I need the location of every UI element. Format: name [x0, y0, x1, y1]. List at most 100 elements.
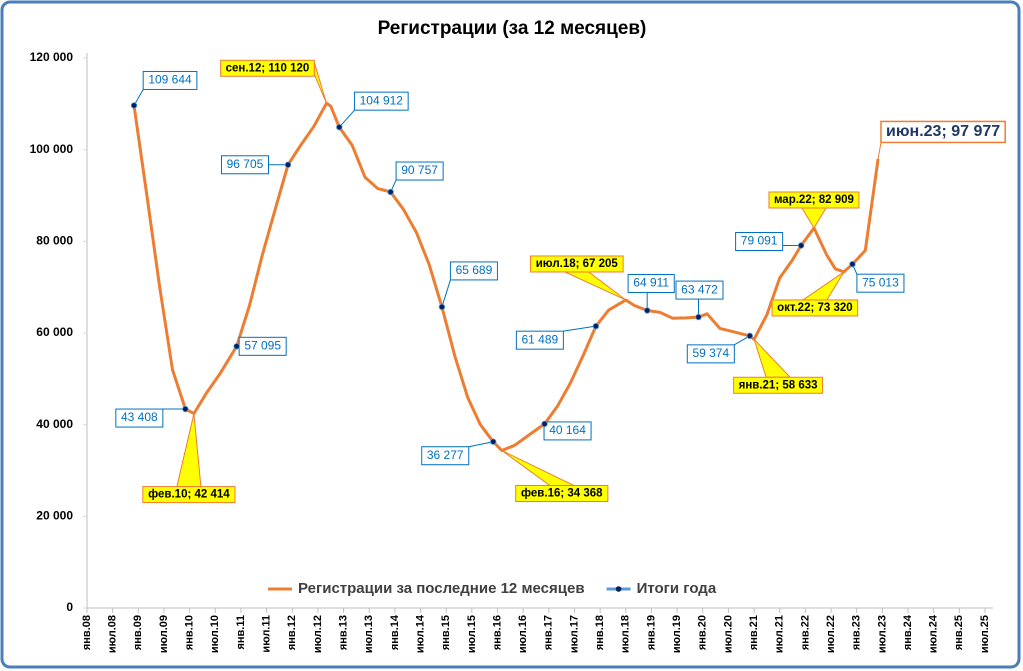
callout-label: окт.22; 73 320	[777, 302, 853, 314]
callout: 90 757	[390, 161, 444, 193]
x-tick-label: янв.21	[748, 615, 760, 650]
callout-leader	[338, 109, 355, 128]
callout-box	[733, 376, 824, 394]
callout-box	[421, 446, 470, 466]
callout-label: 36 277	[427, 448, 464, 462]
callout-label: 90 757	[401, 163, 438, 177]
callout-box	[686, 344, 735, 364]
callout-box	[115, 408, 164, 428]
x-tick-label: июл.15	[466, 615, 478, 653]
callout-box	[142, 70, 198, 90]
x-tick-label: янв.13	[337, 615, 349, 650]
callout-box	[543, 421, 592, 441]
callout: сен.12; 110 120	[220, 59, 327, 104]
callout: 59 374	[686, 335, 751, 364]
x-tick-label: июл.24	[928, 614, 940, 653]
year-total-marker	[541, 420, 548, 428]
x-tick-label: июл.18	[620, 615, 632, 653]
x-tick-label: июл.14	[414, 614, 426, 653]
y-tick-label: 40 000	[36, 417, 73, 431]
year-total-marker	[746, 332, 754, 340]
x-tick-label: июл.13	[363, 615, 375, 653]
callout-box	[142, 486, 236, 504]
callout-label: 59 374	[692, 346, 729, 360]
callout-box	[675, 280, 724, 300]
x-tick-label: янв.09	[132, 615, 144, 650]
x-tick-label: янв.19	[645, 615, 657, 650]
x-tick-label: янв.23	[851, 615, 863, 650]
y-tick-label: 120 000	[30, 50, 74, 64]
year-total-marker	[336, 123, 343, 131]
x-tick-label: янв.24	[902, 614, 914, 650]
callout: 109 644	[133, 70, 198, 106]
series-line	[132, 101, 880, 452]
chart-title: Регистрации (за 12 месяцев)	[378, 18, 647, 39]
callout: 57 095	[236, 336, 287, 356]
year-total-marker	[233, 343, 240, 350]
callout: 96 705	[220, 155, 288, 175]
callout-label: фев.16; 34 368	[521, 488, 603, 500]
year-total-marker	[130, 102, 138, 109]
x-tick-label: янв.08	[81, 615, 93, 650]
y-tick-label: 100 000	[30, 142, 74, 156]
x-tick-label: июл.09	[158, 615, 170, 653]
x-tick-label: июл.22	[825, 615, 837, 653]
year-total-marker	[797, 242, 805, 249]
callout-box	[515, 484, 609, 502]
callout-leader	[563, 325, 596, 332]
x-tick-label: янв.15	[440, 615, 452, 650]
x-tick-label: янв.11	[235, 615, 247, 650]
callout: 36 277	[421, 441, 494, 466]
callout: 104 912	[338, 91, 409, 128]
callout-label: 75 013	[862, 275, 899, 289]
x-tick-label: янв.12	[286, 615, 298, 650]
callout-leader	[468, 441, 494, 448]
callout: 75 013	[851, 263, 905, 293]
callout-box	[735, 231, 784, 251]
callout-box	[529, 255, 624, 273]
callout-label: сен.12; 110 120	[226, 62, 310, 74]
callout: фев.10; 42 414	[142, 413, 236, 504]
callout: 65 689	[441, 261, 498, 308]
callout-label: 40 164	[549, 423, 586, 437]
y-tick-label: 20 000	[36, 509, 73, 523]
callout-label: 79 091	[741, 234, 778, 248]
callout: 43 408	[115, 408, 186, 428]
x-tick-label: июл.08	[107, 615, 119, 653]
x-tick-label: июл.20	[722, 615, 734, 653]
callout-box	[515, 330, 564, 350]
x-tick-label: янв.22	[799, 615, 811, 650]
year-total-marker	[849, 260, 856, 268]
callout-box	[768, 191, 860, 209]
callout-label: 104 912	[360, 93, 404, 107]
callout: мар.22; 82 909	[768, 191, 860, 229]
x-tick-label: июл.19	[671, 615, 683, 653]
x-tick-label: янв.17	[543, 615, 555, 650]
callout-leader	[877, 142, 882, 160]
x-tick-label: июл.11	[261, 615, 273, 653]
x-tick-label: июл.21	[774, 615, 786, 653]
x-tick-label: янв.20	[697, 615, 709, 650]
x-tick-label: июл.16	[517, 615, 529, 653]
x-tick-label: янв.10	[184, 615, 196, 650]
callout-box	[771, 299, 859, 317]
x-tick-label: июл.25	[979, 615, 991, 653]
callout-box	[627, 273, 675, 293]
x-tick-label: янв.14	[389, 614, 401, 650]
callout-label: 57 095	[244, 338, 281, 352]
y-tick-label: 80 000	[36, 234, 73, 248]
year-total-marker	[592, 322, 600, 330]
callout: окт.22; 73 320	[771, 271, 859, 317]
x-tick-label: июл.10	[209, 615, 221, 653]
callout-label: 96 705	[227, 157, 264, 171]
callout-leader	[441, 279, 451, 308]
callout-label: июл.18; 67 205	[536, 258, 619, 270]
callout-box	[449, 261, 498, 281]
callout-box	[353, 91, 409, 111]
legend-label: Регистрации за последние 12 месяцев	[298, 580, 585, 597]
year-total-marker	[490, 438, 497, 445]
x-tick-label: июл.17	[568, 615, 580, 653]
